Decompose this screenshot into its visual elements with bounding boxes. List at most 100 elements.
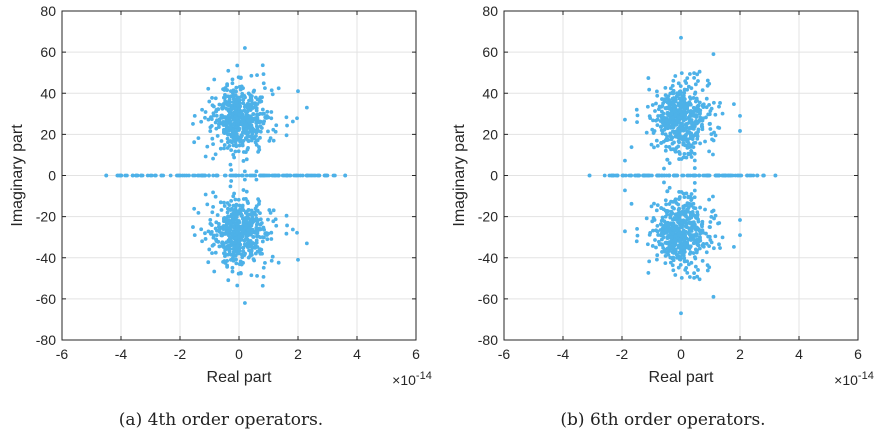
data-point — [680, 135, 685, 140]
data-point — [256, 234, 261, 239]
data-point — [215, 213, 220, 217]
data-point — [258, 227, 263, 232]
data-point — [230, 265, 235, 270]
data-point — [145, 173, 150, 178]
data-point — [248, 173, 252, 178]
chart-caption-b: (b) 6th order operators. — [560, 410, 766, 430]
x-tick-label: 4 — [353, 346, 361, 362]
data-point — [226, 252, 230, 257]
data-point — [311, 173, 316, 178]
data-point — [671, 258, 676, 263]
data-point — [674, 94, 679, 99]
data-point — [265, 237, 270, 242]
data-point — [226, 278, 231, 283]
data-point — [258, 173, 263, 178]
data-point — [229, 168, 234, 172]
data-point — [239, 225, 244, 230]
data-point — [664, 202, 669, 207]
data-point — [655, 253, 660, 258]
data-point — [692, 181, 697, 185]
data-point — [206, 260, 211, 265]
data-point — [707, 244, 711, 248]
data-point — [211, 111, 216, 116]
data-point — [230, 269, 235, 274]
data-point — [241, 173, 245, 178]
data-point — [260, 239, 265, 244]
data-point — [268, 211, 273, 215]
data-point — [620, 173, 625, 178]
data-point — [244, 215, 249, 220]
data-point — [270, 92, 275, 97]
data-point — [695, 210, 700, 214]
data-point — [695, 137, 700, 141]
data-point — [249, 230, 254, 235]
data-point — [254, 169, 259, 174]
data-point — [705, 173, 710, 178]
data-point — [223, 251, 227, 256]
data-point — [228, 125, 233, 130]
data-point — [678, 237, 682, 242]
data-point — [191, 122, 195, 126]
data-point — [251, 257, 256, 262]
data-point — [708, 238, 713, 242]
data-point — [662, 180, 666, 185]
data-point — [667, 117, 672, 122]
data-point — [677, 226, 682, 230]
data-point — [212, 269, 217, 274]
data-point — [645, 242, 650, 247]
data-point — [214, 173, 219, 178]
data-point — [214, 233, 219, 238]
data-point — [673, 238, 678, 242]
data-point — [253, 95, 258, 100]
data-point — [685, 245, 689, 250]
data-point — [671, 268, 676, 273]
data-point — [689, 260, 694, 265]
data-point — [661, 115, 666, 119]
data-point — [738, 113, 742, 118]
data-point — [697, 173, 702, 178]
y-tick-label: 60 — [40, 44, 56, 60]
y-tick-label: 80 — [40, 3, 56, 19]
data-point — [665, 189, 670, 194]
data-point — [224, 126, 229, 131]
data-point — [653, 109, 657, 113]
data-point — [213, 96, 218, 101]
data-point — [249, 208, 254, 213]
data-point — [220, 244, 225, 248]
data-point — [654, 138, 659, 143]
data-point — [239, 121, 244, 126]
data-point — [708, 109, 713, 113]
data-point — [711, 246, 716, 251]
data-point — [258, 217, 263, 222]
data-point — [224, 240, 229, 245]
data-point — [735, 173, 740, 178]
data-point — [290, 119, 295, 124]
data-point — [255, 245, 260, 249]
y-tick-label: -20 — [478, 209, 498, 225]
data-point — [725, 173, 730, 178]
data-point — [684, 123, 689, 128]
data-point — [234, 202, 239, 207]
data-point — [240, 143, 245, 148]
x-tick-label: 2 — [736, 346, 744, 362]
data-point — [255, 125, 260, 129]
data-point — [241, 208, 246, 213]
data-point — [751, 173, 756, 178]
data-point — [224, 225, 229, 230]
data-point — [251, 112, 256, 116]
data-point — [673, 197, 678, 202]
data-point — [629, 145, 634, 150]
data-point — [677, 257, 682, 262]
data-point — [705, 268, 710, 273]
data-point — [270, 254, 275, 259]
data-point — [673, 113, 678, 117]
data-point — [720, 111, 725, 116]
data-point — [220, 121, 224, 126]
data-point — [673, 74, 678, 78]
x-tick-label: -2 — [174, 346, 187, 362]
data-point — [695, 274, 700, 279]
data-point — [226, 113, 231, 118]
data-point — [240, 255, 245, 260]
data-point — [139, 173, 143, 178]
data-point — [226, 94, 230, 99]
